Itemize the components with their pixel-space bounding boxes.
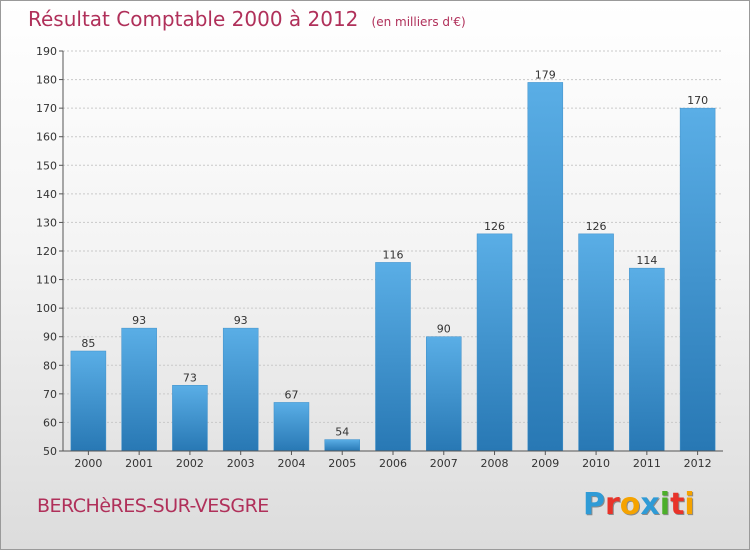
logo-letter: P — [583, 487, 605, 522]
axes: 50 60 70 80 90 100 110 120 130 140 150 160 170 180 190… — [36, 45, 723, 470]
y-tick-label: 50 — [43, 445, 57, 458]
y-tick-label: 90 — [43, 331, 57, 344]
bar-2005[interactable] — [324, 439, 360, 452]
value-label-2007: 90 — [437, 323, 451, 336]
y-tick-label: 160 — [36, 131, 57, 144]
commune-name: BERCHèRES-SUR-VESGRE — [37, 495, 269, 517]
value-label-2004: 67 — [284, 388, 298, 401]
value-label-2010: 126 — [586, 220, 607, 233]
bar-2002[interactable] — [172, 385, 208, 452]
x-tick-label-2012: 2012 — [684, 457, 712, 470]
bar-2010[interactable] — [578, 233, 614, 452]
proxiti-logo[interactable]: Proxiti — [583, 487, 695, 522]
chart-subtitle: (en milliers d'€) — [371, 15, 466, 29]
value-label-2001: 93 — [132, 314, 146, 327]
value-label-2000: 85 — [81, 337, 95, 350]
x-tick-label-2000: 2000 — [74, 457, 102, 470]
bar-2001[interactable] — [121, 327, 157, 452]
logo-letter: t — [670, 487, 685, 522]
y-tick-label: 140 — [36, 188, 57, 201]
logo-letter: r — [605, 487, 620, 522]
bars: 85 93 73 93 67 54 116 90 126 179 126 114 170 — [70, 68, 716, 452]
bar-2008[interactable] — [476, 233, 513, 452]
bar-2009[interactable] — [527, 82, 564, 452]
x-tick-label-2004: 2004 — [277, 457, 305, 470]
logo-letter: x — [640, 487, 660, 522]
value-label-2002: 73 — [183, 371, 197, 384]
y-tick-label: 120 — [36, 245, 57, 258]
y-tick-label: 80 — [43, 359, 57, 372]
x-tick-label-2001: 2001 — [125, 457, 153, 470]
x-tick-label-2007: 2007 — [430, 457, 458, 470]
value-label-2009: 179 — [535, 68, 556, 81]
value-label-2012: 170 — [687, 94, 708, 107]
logo-letter: i — [659, 487, 671, 522]
x-tick-label-2002: 2002 — [176, 457, 204, 470]
x-tick-label-2005: 2005 — [328, 457, 356, 470]
y-tick-label: 180 — [36, 74, 57, 87]
y-tick-label: 150 — [36, 159, 57, 172]
value-label-2006: 116 — [383, 248, 404, 261]
logo-letter: i — [684, 487, 695, 522]
value-label-2011: 114 — [636, 254, 657, 267]
bar-2007[interactable] — [426, 336, 462, 452]
bar-2006[interactable] — [375, 262, 411, 452]
y-tick-label: 110 — [36, 274, 57, 287]
y-tick-label: 100 — [36, 302, 57, 315]
x-tick-label-2010: 2010 — [582, 457, 610, 470]
bar-2011[interactable] — [629, 267, 665, 452]
value-label-2008: 126 — [484, 220, 505, 233]
value-label-2003: 93 — [234, 314, 248, 327]
y-tick-label: 170 — [36, 102, 57, 115]
logo-letter: o — [619, 487, 641, 522]
bar-2012[interactable] — [679, 107, 716, 452]
chart-title: Résultat Comptable 2000 à 2012 — [28, 7, 359, 31]
x-tick-label-2008: 2008 — [481, 457, 509, 470]
y-tick-label: 70 — [43, 388, 57, 401]
bar-2003[interactable] — [222, 327, 259, 452]
y-tick-label: 60 — [43, 416, 57, 429]
bar-2004[interactable] — [273, 402, 310, 452]
x-tick-label-2011: 2011 — [633, 457, 661, 470]
bar-2000[interactable] — [70, 350, 107, 452]
y-tick-label: 130 — [36, 216, 57, 229]
value-label-2005: 54 — [335, 426, 349, 439]
chart-header: Résultat Comptable 2000 à 2012 (en milli… — [28, 7, 466, 31]
x-tick-label-2009: 2009 — [531, 457, 559, 470]
x-tick-label-2006: 2006 — [379, 457, 407, 470]
y-tick-label: 190 — [36, 45, 57, 58]
x-tick-label-2003: 2003 — [227, 457, 255, 470]
